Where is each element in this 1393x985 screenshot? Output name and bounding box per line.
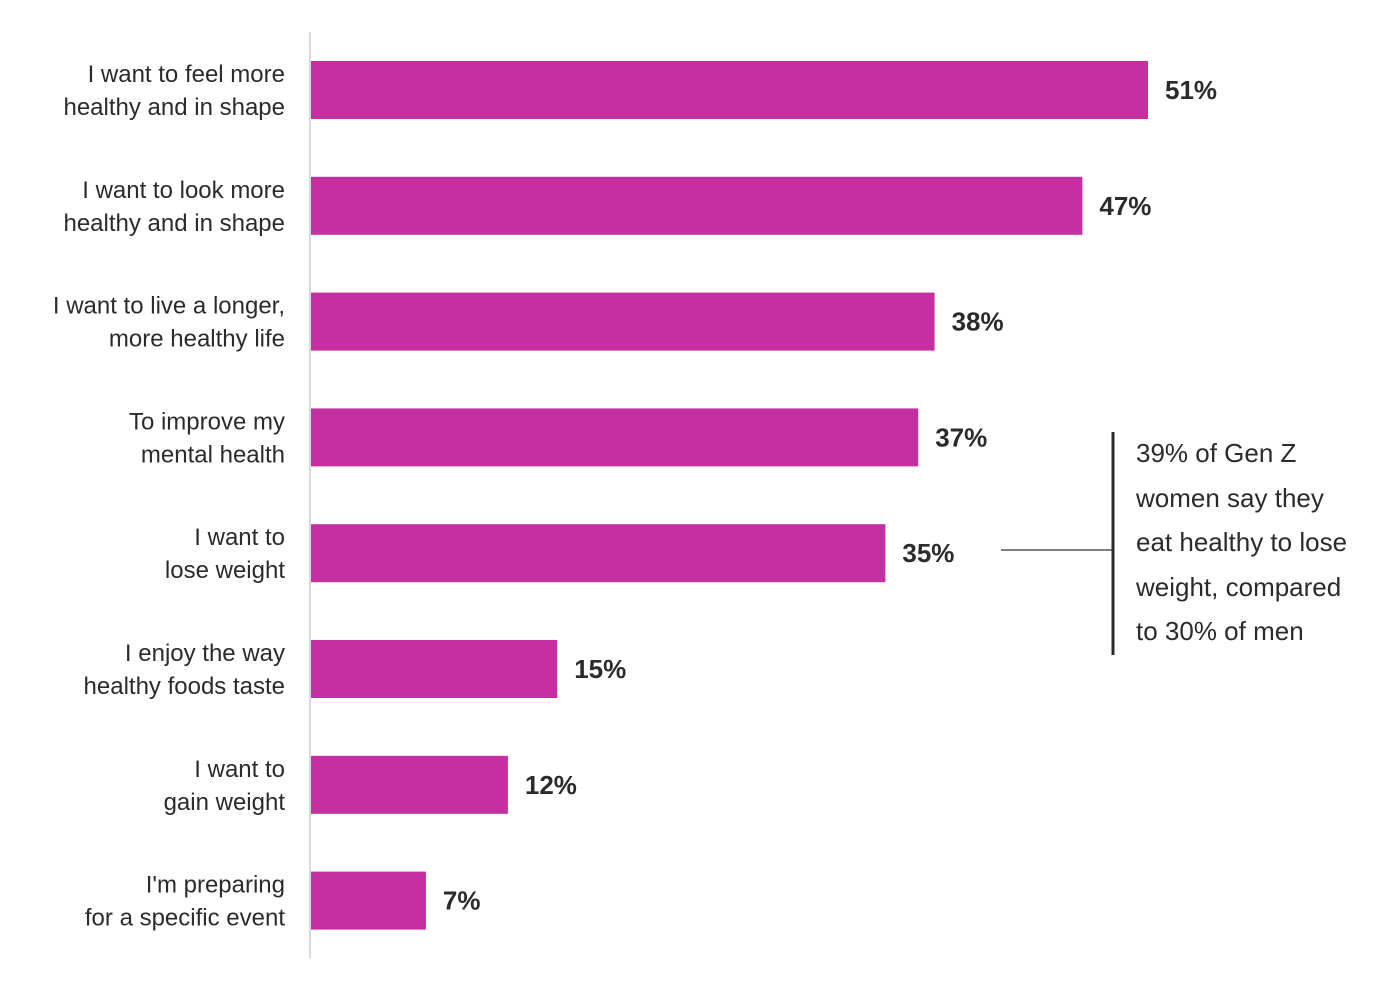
- category-label: I want to live a longer, more healthy lif…: [53, 293, 285, 353]
- category-label-line: healthy and in shape: [63, 94, 285, 121]
- category-label-line: for a specific event: [85, 905, 285, 932]
- data-label: 51%: [1165, 75, 1217, 105]
- category-label: I want to feel more healthy and in shape: [63, 61, 285, 121]
- bar: [311, 292, 935, 351]
- category-label: I want to lose weight: [165, 524, 285, 584]
- data-label: 15%: [574, 654, 626, 684]
- category-label-line: I'm preparing: [146, 872, 285, 899]
- category-label-line: more healthy life: [109, 326, 285, 353]
- data-label: 35%: [902, 538, 954, 568]
- data-label: 37%: [935, 422, 987, 452]
- bar: [311, 524, 886, 583]
- bar: [311, 640, 558, 698]
- category-label-line: gain weight: [164, 789, 286, 816]
- category-label-line: To improve my: [129, 408, 285, 435]
- category-label-line: I want to: [194, 756, 285, 783]
- bar: [311, 408, 919, 467]
- category-label: I want to gain weight: [164, 756, 286, 816]
- data-label: 7%: [443, 886, 481, 916]
- data-label: 12%: [525, 770, 577, 800]
- bars-group: [311, 61, 1148, 930]
- annotation-text: 39% of Gen Z women say they eat healthy …: [1136, 431, 1386, 654]
- category-label-line: healthy and in shape: [63, 210, 285, 237]
- category-label: I enjoy the way healthy foods taste: [84, 640, 285, 700]
- category-label: I'm preparing for a specific event: [85, 872, 285, 932]
- category-label-line: I want to: [194, 524, 285, 551]
- category-labels-group: I want to feel more healthy and in shapeI…: [53, 61, 285, 932]
- category-label-line: I want to look more: [82, 177, 285, 204]
- category-label: I want to look more healthy and in shape: [63, 177, 285, 237]
- bar: [311, 61, 1148, 119]
- data-label: 38%: [952, 307, 1004, 337]
- annotation-line: eat healthy to lose: [1136, 527, 1348, 557]
- annotation-line: weight, compared: [1136, 571, 1342, 602]
- category-label-line: mental health: [141, 441, 285, 468]
- category-label-line: I enjoy the way: [125, 640, 285, 667]
- category-label-line: lose weight: [165, 557, 285, 584]
- category-label: To improve my mental health: [129, 408, 285, 468]
- bar: [311, 755, 508, 814]
- value-labels-group: 51% 47% 38% 37% 35% 15% 12% 7%: [443, 75, 1217, 916]
- data-label: 47%: [1099, 191, 1151, 221]
- bar: [311, 871, 426, 930]
- category-label-line: healthy foods taste: [84, 673, 285, 700]
- annotation-line: to 30% of men: [1136, 616, 1304, 646]
- category-label-line: I want to live a longer,: [53, 293, 285, 320]
- bar: [311, 176, 1083, 235]
- category-label-line: I want to feel more: [88, 61, 285, 88]
- annotation-line: women say they: [1136, 482, 1324, 513]
- annotation-line: 39% of Gen Z: [1136, 438, 1297, 468]
